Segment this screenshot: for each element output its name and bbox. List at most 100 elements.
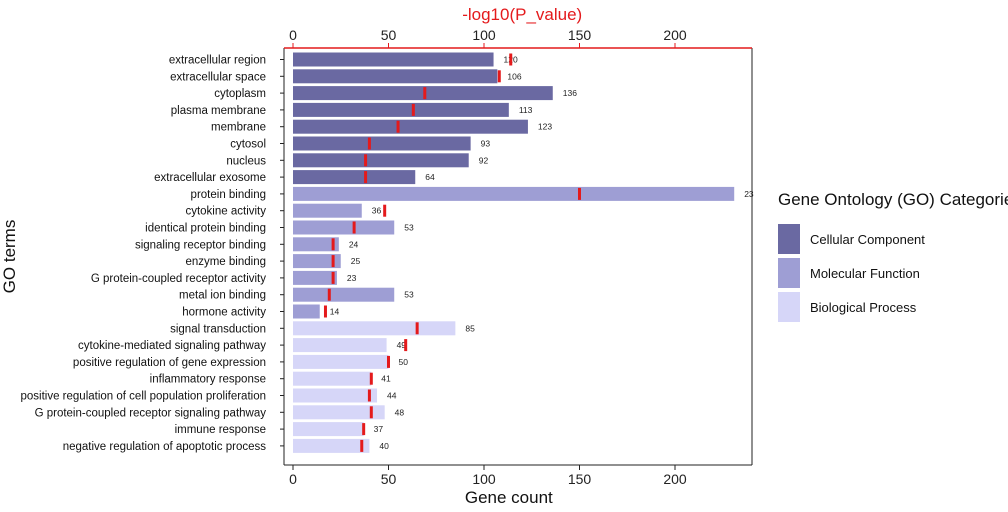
bar bbox=[293, 354, 389, 369]
x-tick-label-bottom: 0 bbox=[289, 471, 297, 487]
y-tick-label: negative regulation of apoptotic process bbox=[63, 441, 267, 453]
p-value-marker bbox=[331, 255, 335, 268]
bar-value-label: 36 bbox=[372, 206, 382, 216]
bar-value-label: 49 bbox=[397, 340, 407, 350]
bar-value-label: 14 bbox=[330, 307, 340, 317]
y-tick-label: immune response bbox=[175, 424, 266, 436]
bar-value-label: 92 bbox=[479, 155, 489, 165]
p-value-marker bbox=[367, 389, 371, 402]
bar bbox=[293, 69, 498, 84]
legend-swatch-cellular-component bbox=[778, 224, 800, 254]
x-tick-label-top: 100 bbox=[472, 27, 496, 43]
p-value-marker bbox=[383, 204, 387, 217]
legend: Gene Ontology (GO) Categories Cellular C… bbox=[778, 190, 1008, 324]
bar bbox=[293, 237, 339, 252]
p-value-marker bbox=[509, 53, 513, 66]
y-tick-label: extracellular exosome bbox=[154, 172, 266, 184]
y-tick-label: positive regulation of gene expression bbox=[73, 357, 266, 369]
bar-value-label: 40 bbox=[379, 441, 389, 451]
bar-value-label: 93 bbox=[481, 139, 491, 149]
legend-item-molecular-function: Molecular Function bbox=[778, 256, 1006, 290]
y-tick-label: G protein-coupled receptor signaling pat… bbox=[35, 407, 267, 419]
bar bbox=[293, 153, 469, 168]
bar bbox=[293, 422, 364, 437]
p-value-marker bbox=[360, 439, 364, 452]
p-value-marker bbox=[323, 305, 327, 318]
legend-label-molecular-function: Molecular Function bbox=[810, 265, 920, 281]
y-tick-label: plasma membrane bbox=[171, 105, 266, 117]
bar bbox=[293, 438, 370, 453]
p-value-marker bbox=[367, 137, 371, 150]
bar bbox=[293, 102, 509, 117]
y-tick-label: cytokine activity bbox=[185, 206, 266, 218]
bar bbox=[293, 119, 528, 134]
bar-value-label: 85 bbox=[465, 323, 475, 333]
bar bbox=[293, 170, 416, 185]
bar bbox=[293, 321, 456, 336]
y-tick-label: G protein-coupled receptor activity bbox=[91, 273, 266, 285]
x-tick-label-bottom: 150 bbox=[568, 471, 592, 487]
y-tick-label: metal ion binding bbox=[179, 290, 266, 302]
p-value-marker bbox=[396, 120, 400, 133]
y-tick-label: extracellular region bbox=[169, 55, 266, 67]
y-tick-label: positive regulation of cell population p… bbox=[21, 391, 267, 403]
bar bbox=[293, 405, 385, 420]
p-value-marker bbox=[369, 406, 373, 419]
y-tick-label: extracellular space bbox=[170, 71, 266, 83]
bar-value-label: 50 bbox=[399, 357, 409, 367]
bar-value-label: 53 bbox=[404, 290, 414, 300]
y-tick-label: inflammatory response bbox=[150, 374, 266, 386]
p-value-marker bbox=[387, 355, 390, 368]
y-axis-title: GO terms bbox=[0, 220, 19, 294]
p-value-marker bbox=[423, 87, 427, 100]
legend-swatch-biological-process bbox=[778, 292, 800, 322]
bar-value-label: 25 bbox=[351, 256, 361, 266]
p-value-marker bbox=[415, 322, 419, 335]
p-value-marker bbox=[364, 171, 368, 184]
y-tick-label: membrane bbox=[211, 122, 266, 134]
x-tick-label-top: 200 bbox=[663, 27, 687, 43]
y-tick-label: cytokine-mediated signaling pathway bbox=[78, 340, 266, 352]
p-value-marker bbox=[369, 372, 373, 385]
x-tick-label-top: 150 bbox=[568, 27, 592, 43]
bar bbox=[293, 338, 387, 353]
p-value-marker bbox=[404, 339, 408, 352]
p-value-marker bbox=[411, 103, 415, 116]
y-tick-label: enzyme binding bbox=[185, 256, 266, 268]
x-tick-label-bottom: 100 bbox=[472, 471, 496, 487]
x-tick-label-top: 0 bbox=[289, 27, 297, 43]
bar-value-label: 37 bbox=[374, 424, 384, 434]
legend-item-cellular-component: Cellular Component bbox=[778, 222, 1006, 256]
bar bbox=[293, 304, 320, 319]
bar-value-label: 48 bbox=[395, 407, 405, 417]
x-tick-label-bottom: 50 bbox=[381, 471, 397, 487]
p-value-marker bbox=[331, 238, 335, 251]
p-value-marker bbox=[578, 187, 581, 200]
p-value-marker bbox=[364, 154, 368, 167]
legend-title: Gene Ontology (GO) Categories bbox=[778, 190, 1008, 209]
y-tick-label: cytoplasm bbox=[214, 88, 266, 100]
bar bbox=[293, 270, 337, 285]
x-tick-label-top: 50 bbox=[381, 27, 397, 43]
p-value-marker bbox=[327, 288, 331, 301]
bar bbox=[293, 203, 362, 218]
legend-label-cellular-component: Cellular Component bbox=[810, 231, 925, 247]
y-tick-label: cytosol bbox=[230, 139, 266, 151]
y-tick-label: hormone activity bbox=[182, 307, 266, 319]
bar-value-label: 24 bbox=[349, 239, 359, 249]
bar bbox=[293, 388, 378, 403]
bar bbox=[293, 220, 395, 235]
bar-value-label: 23 bbox=[744, 189, 754, 199]
x-tick-label-bottom: 200 bbox=[663, 471, 687, 487]
p-value-marker bbox=[362, 423, 366, 436]
bar bbox=[293, 186, 735, 201]
bar-value-label: 53 bbox=[404, 223, 414, 233]
bar bbox=[293, 287, 395, 302]
bar bbox=[293, 254, 341, 269]
y-tick-label: nucleus bbox=[226, 155, 266, 167]
bar bbox=[293, 86, 553, 101]
legend-swatch-molecular-function bbox=[778, 258, 800, 288]
bar-value-label: 64 bbox=[425, 172, 435, 182]
